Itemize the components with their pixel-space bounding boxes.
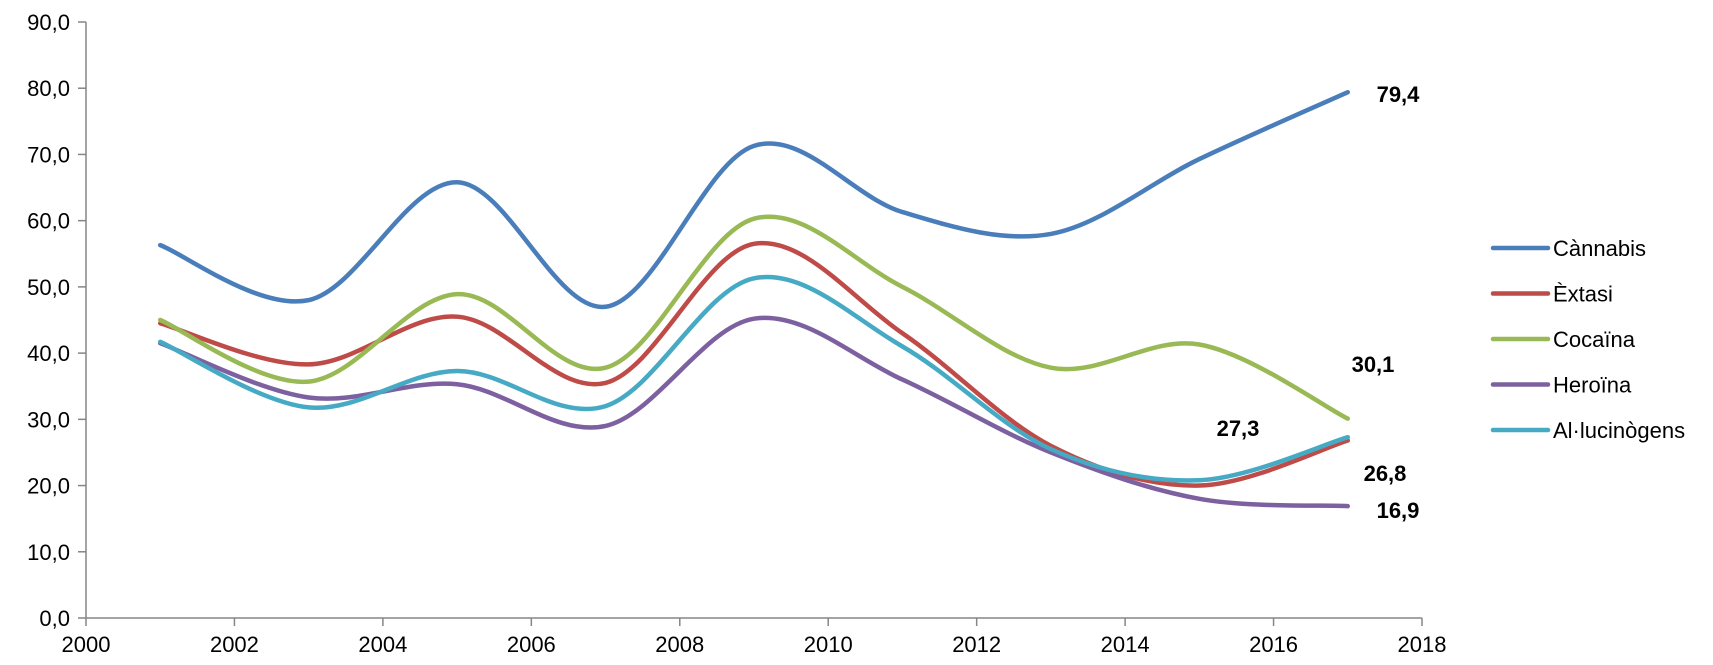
series-line-cannabis	[157, 89, 1351, 310]
y-tick-label: 30,0	[27, 407, 70, 432]
chart-legend: Cànnabis Èxtasi Cocaïna Heroïna Al·lucinògen…	[1490, 236, 1685, 443]
y-tick-label: 10,0	[27, 540, 70, 565]
x-tick-label: 2002	[210, 632, 259, 657]
legend-label: Èxtasi	[1553, 282, 1613, 307]
data-label-extasi: 26,8	[1364, 461, 1407, 486]
y-tick-label: 50,0	[27, 275, 70, 300]
legend-item-cocaina: Cocaïna	[1490, 327, 1636, 352]
data-label-allucinogens: 27,3	[1217, 416, 1260, 441]
x-tick-label: 2008	[655, 632, 704, 657]
x-tick-label: 2016	[1249, 632, 1298, 657]
legend-label: Heroïna	[1553, 373, 1632, 398]
chart-end-labels: 79,4 26,8 30,1 16,9 27,3	[1217, 82, 1421, 523]
x-tick-label: 2006	[507, 632, 556, 657]
legend-label: Cocaïna	[1553, 327, 1636, 352]
y-tick-label: 20,0	[27, 474, 70, 499]
legend-label: Al·lucinògens	[1553, 418, 1685, 443]
x-tick-label: 2000	[62, 632, 111, 657]
y-tick-label: 0,0	[39, 606, 70, 631]
data-label-heroina: 16,9	[1377, 498, 1420, 523]
data-label-cannabis: 79,4	[1377, 82, 1421, 107]
legend-item-allucinogens: Al·lucinògens	[1490, 418, 1685, 443]
chart-axes: 0,0 10,0 20,0 30,0 40,0 50,0 60,0 70,0 80,0 90,0 2…	[27, 10, 1446, 657]
legend-item-heroina: Heroïna	[1490, 373, 1632, 398]
x-tick-label: 2010	[804, 632, 853, 657]
x-tick-label: 2018	[1398, 632, 1447, 657]
legend-item-cannabis: Cànnabis	[1490, 236, 1646, 261]
legend-item-extasi: Èxtasi	[1490, 282, 1613, 307]
series-line-extasi	[157, 240, 1351, 488]
legend-label: Cànnabis	[1553, 236, 1646, 261]
chart-series-lines	[157, 89, 1351, 509]
data-label-cocaina: 30,1	[1352, 352, 1395, 377]
series-line-heroina	[157, 315, 1351, 509]
x-tick-label: 2014	[1101, 632, 1150, 657]
y-tick-label: 40,0	[27, 341, 70, 366]
series-line-cocaina	[157, 214, 1351, 421]
y-tick-label: 90,0	[27, 10, 70, 35]
x-tick-label: 2004	[358, 632, 407, 657]
y-tick-label: 80,0	[27, 76, 70, 101]
x-tick-label: 2012	[952, 632, 1001, 657]
y-tick-label: 70,0	[27, 142, 70, 167]
series-line-allucinogens	[157, 274, 1351, 483]
y-tick-label: 60,0	[27, 209, 70, 234]
